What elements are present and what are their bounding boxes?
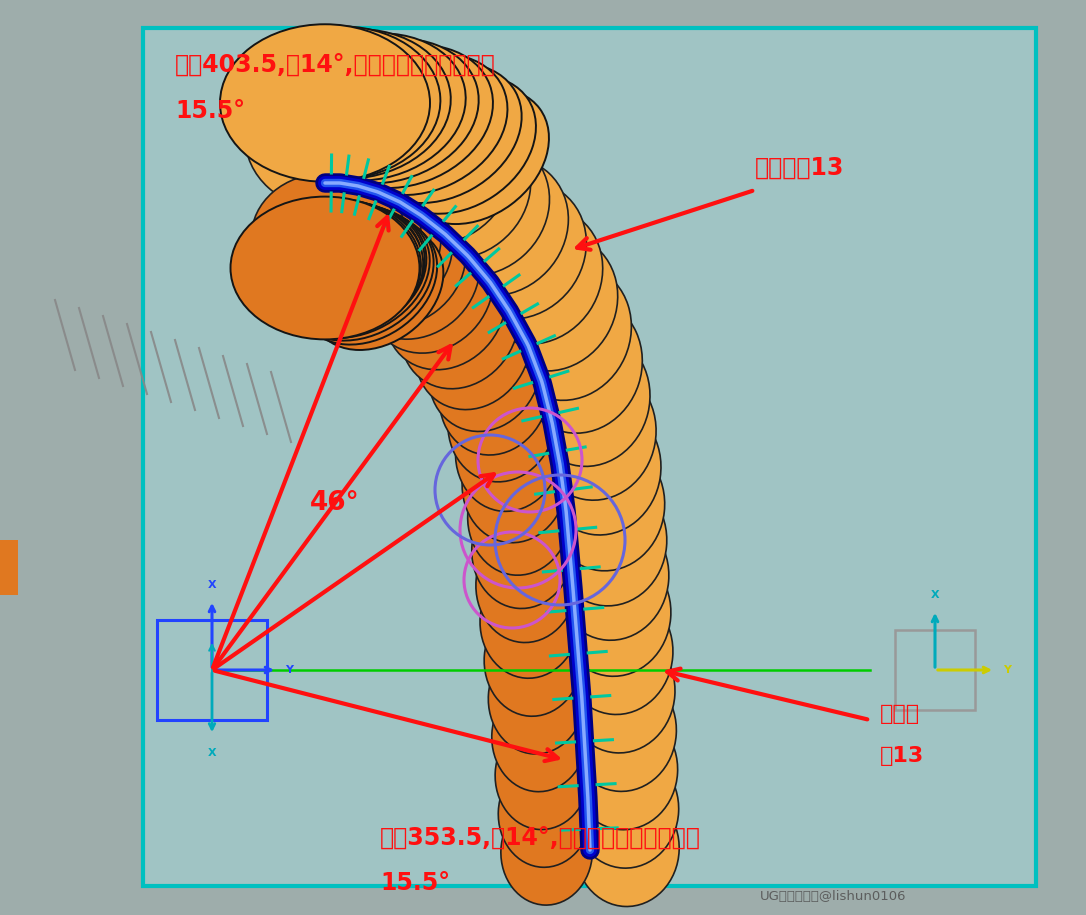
Ellipse shape bbox=[311, 228, 443, 350]
Ellipse shape bbox=[220, 25, 430, 182]
Bar bbox=[143, 28, 1036, 886]
Ellipse shape bbox=[245, 65, 405, 209]
Ellipse shape bbox=[344, 92, 493, 231]
Ellipse shape bbox=[547, 440, 665, 571]
Ellipse shape bbox=[551, 477, 667, 606]
Ellipse shape bbox=[480, 563, 580, 678]
Text: UG爱好者论坛@lishun0106: UG爱好者论坛@lishun0106 bbox=[760, 890, 907, 903]
Ellipse shape bbox=[476, 525, 577, 642]
Ellipse shape bbox=[261, 66, 419, 209]
Ellipse shape bbox=[576, 791, 679, 907]
Ellipse shape bbox=[294, 38, 479, 183]
Ellipse shape bbox=[299, 220, 438, 345]
Ellipse shape bbox=[439, 330, 550, 455]
Ellipse shape bbox=[415, 285, 531, 410]
Ellipse shape bbox=[504, 264, 631, 401]
Ellipse shape bbox=[251, 174, 399, 300]
Ellipse shape bbox=[471, 490, 573, 608]
Ellipse shape bbox=[535, 367, 656, 501]
Ellipse shape bbox=[359, 63, 521, 203]
Ellipse shape bbox=[468, 455, 571, 576]
Text: 直径403.5,跑14°,上下一组轮子向内倾斜: 直径403.5,跑14°,上下一组轮子向内倾斜 bbox=[175, 53, 495, 77]
Ellipse shape bbox=[462, 422, 567, 543]
Ellipse shape bbox=[554, 513, 669, 640]
Ellipse shape bbox=[386, 244, 506, 370]
Ellipse shape bbox=[402, 89, 548, 224]
Ellipse shape bbox=[252, 29, 451, 178]
Ellipse shape bbox=[277, 210, 430, 338]
Ellipse shape bbox=[573, 750, 679, 868]
Ellipse shape bbox=[568, 671, 677, 791]
Ellipse shape bbox=[338, 54, 507, 195]
Ellipse shape bbox=[498, 759, 591, 867]
Ellipse shape bbox=[455, 389, 561, 511]
Ellipse shape bbox=[237, 199, 421, 338]
Ellipse shape bbox=[300, 74, 454, 215]
Ellipse shape bbox=[570, 710, 678, 830]
Ellipse shape bbox=[495, 720, 590, 830]
Text: X: X bbox=[931, 590, 939, 600]
Ellipse shape bbox=[258, 204, 425, 336]
Text: X: X bbox=[207, 748, 216, 758]
Ellipse shape bbox=[369, 228, 493, 353]
Text: Y: Y bbox=[285, 665, 293, 675]
Ellipse shape bbox=[382, 76, 535, 214]
Text: 跑道宽: 跑道宽 bbox=[880, 704, 920, 724]
Ellipse shape bbox=[488, 234, 618, 371]
Ellipse shape bbox=[518, 297, 642, 433]
Text: 15.5°: 15.5° bbox=[380, 871, 450, 895]
Text: X: X bbox=[207, 580, 216, 590]
Ellipse shape bbox=[489, 641, 585, 754]
Ellipse shape bbox=[244, 200, 424, 336]
Ellipse shape bbox=[388, 120, 531, 259]
Text: Y: Y bbox=[1003, 665, 1011, 675]
Ellipse shape bbox=[565, 630, 675, 753]
Ellipse shape bbox=[401, 264, 519, 389]
Ellipse shape bbox=[431, 157, 568, 296]
Ellipse shape bbox=[292, 179, 431, 304]
Ellipse shape bbox=[274, 33, 466, 180]
Text: 跑道宽度13: 跑道宽度13 bbox=[755, 156, 845, 180]
Ellipse shape bbox=[484, 602, 582, 716]
Ellipse shape bbox=[501, 799, 592, 905]
Ellipse shape bbox=[492, 681, 588, 791]
Ellipse shape bbox=[447, 358, 556, 482]
Ellipse shape bbox=[558, 551, 671, 676]
Ellipse shape bbox=[470, 206, 603, 344]
Ellipse shape bbox=[267, 207, 427, 336]
Text: 46°: 46° bbox=[310, 490, 359, 516]
Ellipse shape bbox=[366, 104, 512, 244]
Ellipse shape bbox=[336, 202, 466, 327]
Ellipse shape bbox=[305, 184, 441, 309]
Ellipse shape bbox=[230, 197, 419, 339]
Ellipse shape bbox=[236, 27, 441, 180]
Ellipse shape bbox=[250, 201, 422, 335]
Ellipse shape bbox=[316, 45, 493, 188]
Ellipse shape bbox=[409, 137, 550, 276]
Ellipse shape bbox=[321, 81, 472, 221]
Text: 直径353.5,跑14°,上下一组轮子向外倾斜: 直径353.5,跑14°,上下一组轮子向外倾斜 bbox=[380, 826, 700, 850]
Ellipse shape bbox=[353, 214, 480, 339]
Bar bbox=[895, 630, 975, 710]
Ellipse shape bbox=[452, 180, 586, 319]
Ellipse shape bbox=[260, 174, 406, 299]
Ellipse shape bbox=[280, 69, 437, 210]
Text: 度13: 度13 bbox=[880, 746, 924, 766]
Ellipse shape bbox=[561, 590, 673, 715]
Ellipse shape bbox=[429, 307, 542, 432]
Ellipse shape bbox=[320, 192, 453, 317]
Ellipse shape bbox=[288, 214, 433, 340]
Bar bbox=[157, 620, 267, 720]
Ellipse shape bbox=[280, 177, 421, 301]
Bar bbox=[0, 540, 18, 595]
Ellipse shape bbox=[542, 403, 661, 535]
Ellipse shape bbox=[528, 331, 651, 467]
Ellipse shape bbox=[269, 175, 413, 299]
Text: 15.5°: 15.5° bbox=[175, 99, 245, 123]
